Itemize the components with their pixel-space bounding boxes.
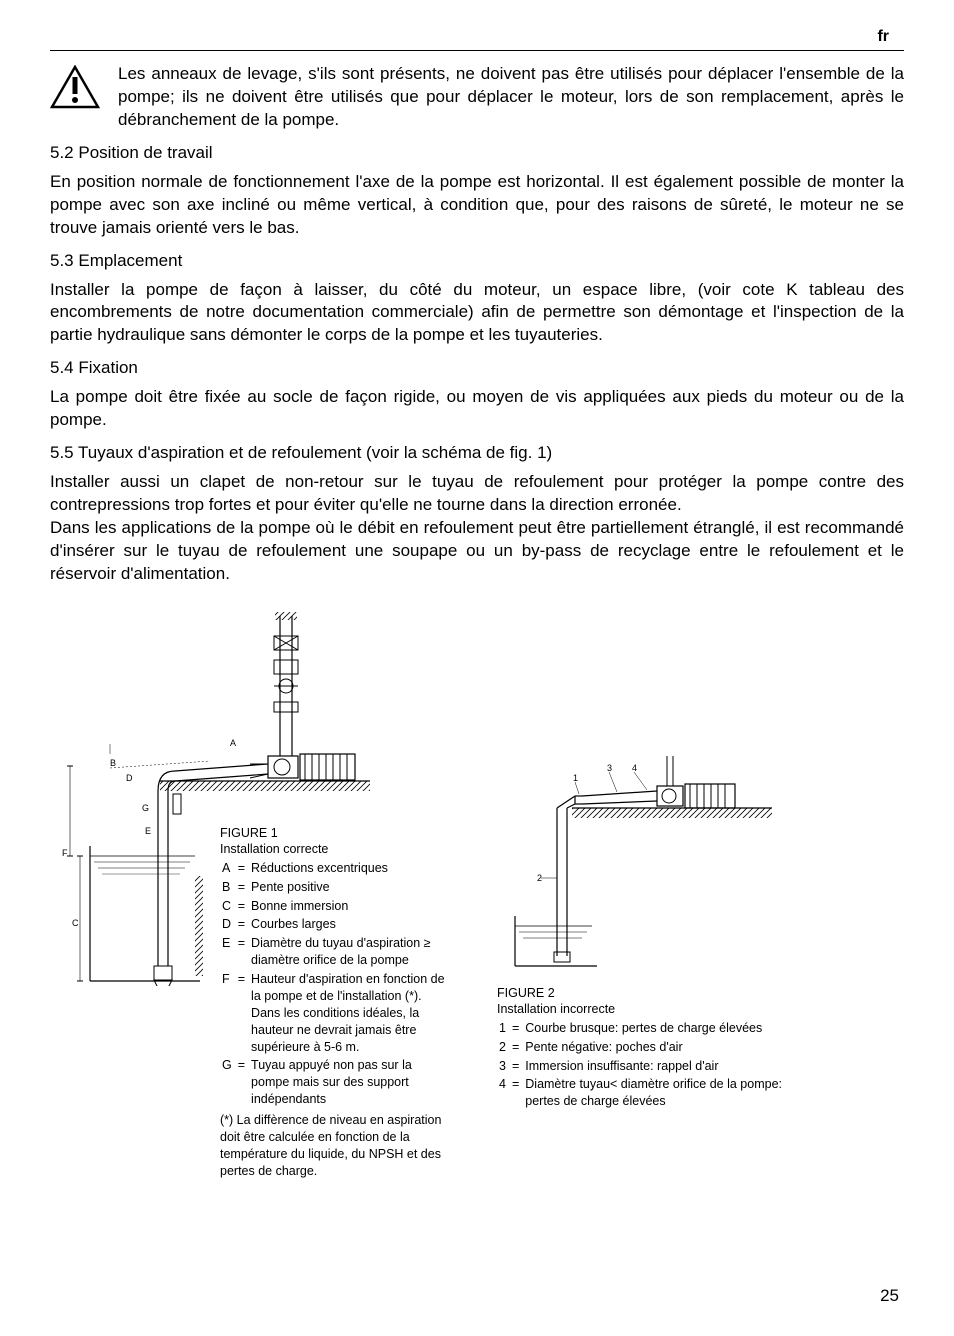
legend-row: G=Tuyau appuyé non pas sur la pompe mais… <box>222 1057 455 1108</box>
figure-2-subtitle: Installation incorrecte <box>497 1002 797 1016</box>
legend-row: E=Diamètre du tuyau d'aspiration ≥ diamè… <box>222 935 455 969</box>
legend-row: C=Bonne immersion <box>222 898 455 915</box>
figure-1-label-e: E <box>145 826 151 836</box>
warning-text: Les anneaux de levage, s'ils sont présen… <box>118 63 904 132</box>
top-rule <box>50 50 904 51</box>
figure-2-diagram: 1 3 4 2 <box>497 746 777 976</box>
figure-2-label-3: 3 <box>607 763 612 773</box>
section-5-5-title: 5.5 Tuyaux d'aspiration et de refoulemen… <box>50 442 904 465</box>
section-5-4-body: La pompe doit être fixée au socle de faç… <box>50 386 904 432</box>
figure-2-label-1: 1 <box>573 773 578 783</box>
legend-row: A=Réductions excentriques <box>222 860 455 877</box>
legend-row: 3=Immersion insuffisante: rappel d'air <box>499 1058 795 1075</box>
section-5-5-body2: Dans les applications de la pompe où le … <box>50 517 904 586</box>
figure-1-footnote: (*) La diffèrence de niveau en aspiratio… <box>220 1112 457 1180</box>
legend-row: F=Hauteur d'aspiration en fonction de la… <box>222 971 455 1055</box>
figure-2-column: 1 3 4 2 FIGURE 2 Installation incorrecte… <box>497 606 904 1180</box>
figure-1-label-b: B <box>110 758 116 768</box>
figure-1-column: A B D G E F C FIGURE 1 Installation corr… <box>50 606 457 1180</box>
language-marker: fr <box>877 28 889 46</box>
warning-block: Les anneaux de levage, s'ils sont présen… <box>50 63 904 132</box>
page-number: 25 <box>880 1286 899 1306</box>
section-5-3-title: 5.3 Emplacement <box>50 250 904 273</box>
figure-2-legend: 1=Courbe brusque: pertes de charge élevé… <box>497 1018 797 1112</box>
section-5-2-body: En position normale de fonctionnement l'… <box>50 171 904 240</box>
section-5-4-title: 5.4 Fixation <box>50 357 904 380</box>
figure-1-label-d: D <box>126 773 133 783</box>
document-page: fr Les anneaux de levage, s'ils sont pré… <box>0 0 954 1336</box>
section-5-3-body: Installer la pompe de façon à laisser, d… <box>50 279 904 348</box>
figure-2-label-4: 4 <box>632 763 637 773</box>
legend-row: 1=Courbe brusque: pertes de charge élevé… <box>499 1020 795 1037</box>
legend-row: 4=Diamètre tuyau< diamètre orifice de la… <box>499 1076 795 1110</box>
figures-row: A B D G E F C FIGURE 1 Installation corr… <box>50 606 904 1180</box>
warning-icon <box>50 65 100 114</box>
section-5-5-body1: Installer aussi un clapet de non-retour … <box>50 471 904 517</box>
legend-row: 2=Pente négative: poches d'air <box>499 1039 795 1056</box>
figure-2-title: FIGURE 2 <box>497 986 797 1000</box>
figure-1-label-a: A <box>230 738 236 748</box>
figure-1-label-g: G <box>142 803 149 813</box>
figure-2-caption: FIGURE 2 Installation incorrecte 1=Courb… <box>497 986 797 1112</box>
figure-1-label-f: F <box>62 848 68 858</box>
section-5-2-title: 5.2 Position de travail <box>50 142 904 165</box>
figure-1-label-c: C <box>72 918 79 928</box>
